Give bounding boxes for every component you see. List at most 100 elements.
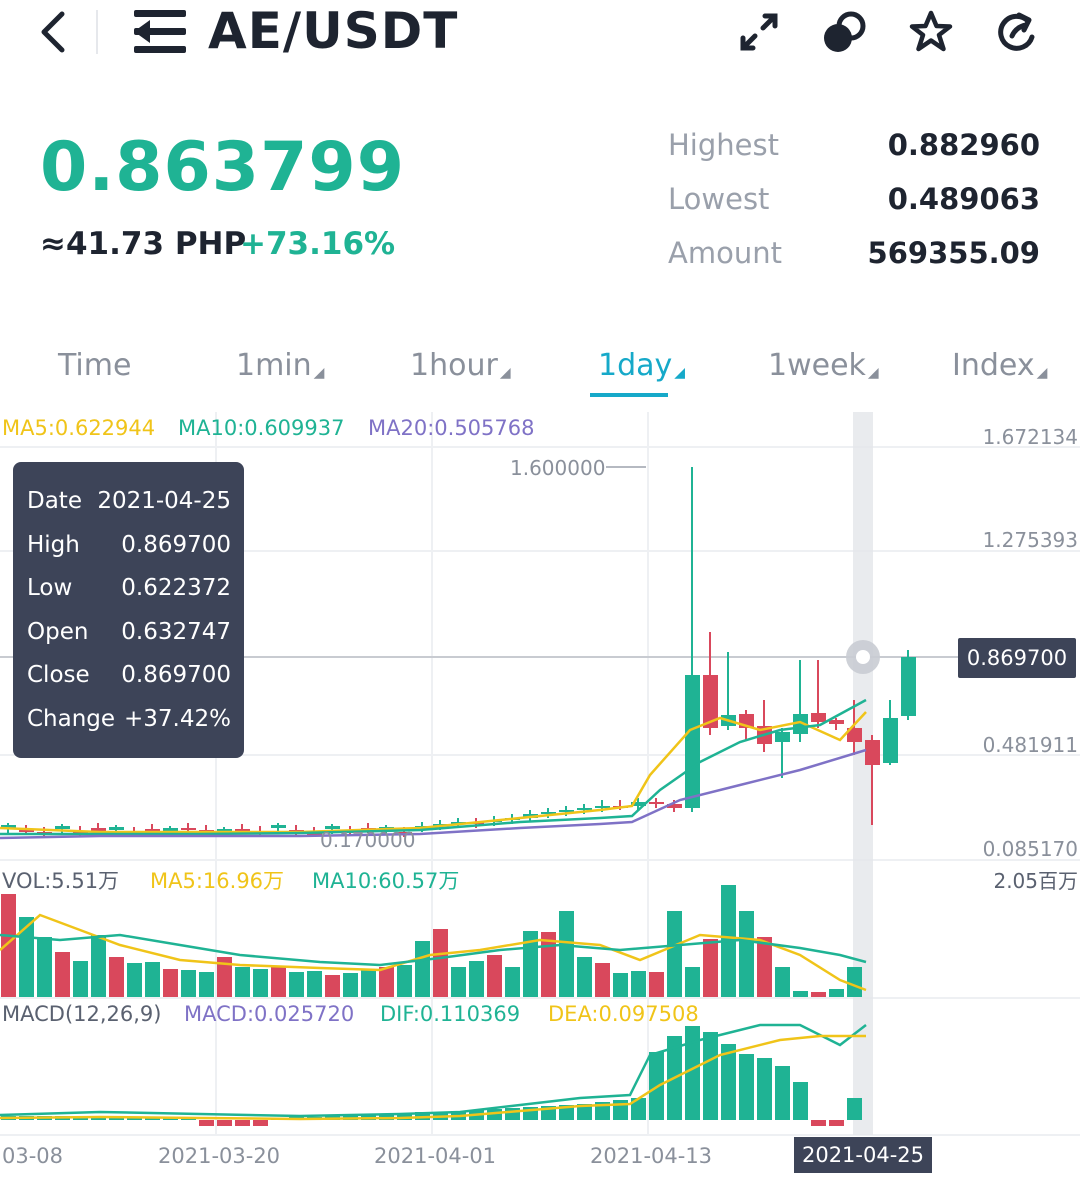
stat-value-lowest: 0.489063 — [887, 182, 1040, 216]
candle-body — [325, 826, 340, 829]
volume-bar — [667, 911, 682, 997]
stat-value-amount: 569355.09 — [867, 236, 1040, 270]
pair-menu-button[interactable] — [128, 6, 192, 58]
favorite-button[interactable] — [902, 6, 960, 58]
candle-body — [901, 657, 916, 716]
volume-bar — [757, 937, 772, 997]
candle-body — [397, 832, 412, 834]
macd-bar — [235, 1120, 250, 1126]
legend-ma20: MA20:0.505768 — [368, 416, 535, 440]
candle-body — [19, 830, 34, 832]
tab-time[interactable]: Time — [58, 348, 132, 383]
candle-body — [559, 810, 574, 812]
volume-bar — [145, 962, 160, 997]
legend-ma10: MA10:0.609937 — [178, 416, 345, 440]
volume-bar — [217, 957, 232, 997]
compare-button[interactable] — [816, 6, 874, 58]
volume-bar — [307, 971, 322, 997]
candle-body — [145, 829, 160, 832]
volume-bar — [343, 973, 358, 997]
ma-lines-layer — [0, 698, 867, 1121]
candle-body — [775, 732, 790, 742]
y-tick-3: 0.481911 — [982, 733, 1078, 757]
candle-body — [541, 812, 556, 814]
macd-bar — [793, 1082, 808, 1120]
volume-bar — [325, 975, 340, 997]
volume-bar — [811, 992, 826, 997]
y-tick-1: 1.672134 — [982, 425, 1078, 449]
macd-bar — [217, 1120, 232, 1126]
volume-bar — [19, 917, 34, 997]
volume-bar — [127, 963, 142, 997]
star-icon — [909, 10, 953, 52]
tab-index[interactable]: Index ◢ — [952, 348, 1048, 383]
macd-bar — [847, 1098, 862, 1120]
price-change: +73.16% — [240, 226, 396, 262]
macd-bar — [577, 1104, 592, 1120]
current-price-tag: 0.869700 — [958, 638, 1076, 678]
volume-bar — [559, 911, 574, 997]
x-label-1: 03-08 — [2, 1144, 64, 1168]
volume-bar — [847, 967, 862, 997]
candle-body — [667, 804, 682, 808]
low-label: 0.170000 — [320, 828, 416, 852]
ma5-line — [0, 711, 867, 834]
volume-bar — [487, 955, 502, 997]
macd-bar — [685, 1026, 700, 1120]
macd-bar — [487, 1109, 502, 1120]
back-button[interactable] — [24, 6, 82, 58]
candle-body — [883, 718, 898, 763]
stat-label-highest: Highest — [668, 128, 779, 162]
macd-bar — [829, 1120, 844, 1126]
tab-1hour[interactable]: 1hour ◢ — [410, 348, 511, 383]
macd-bar — [199, 1120, 214, 1126]
candle-body — [55, 826, 70, 829]
candle-body — [685, 675, 700, 808]
candle-body — [91, 828, 106, 831]
volume-bar — [631, 971, 646, 997]
candle-body — [829, 720, 844, 724]
kline-chart[interactable] — [0, 410, 1080, 1200]
volume-bar — [829, 989, 844, 997]
pair-title: AE/USDT — [208, 2, 459, 60]
volume-bar — [379, 967, 394, 997]
volume-bar — [505, 967, 520, 997]
tab-1min[interactable]: 1min ◢ — [236, 348, 325, 383]
macd-bar — [631, 1098, 646, 1120]
volume-bar — [91, 935, 106, 997]
candle-body — [1, 825, 16, 828]
dif-line — [0, 1023, 867, 1118]
tab-1week[interactable]: 1week ◢ — [768, 348, 879, 383]
candle-body — [649, 802, 664, 804]
macd-bar — [73, 1117, 88, 1120]
share-button[interactable] — [988, 6, 1046, 58]
candle-body — [235, 829, 250, 831]
volume-layer — [1, 885, 862, 997]
candle-body — [631, 802, 646, 806]
menu-icon — [134, 10, 186, 53]
peak-label: 1.600000 — [510, 456, 606, 480]
macd-bar — [109, 1117, 124, 1120]
macd-value: MACD:0.025720 — [184, 1002, 355, 1026]
macd-bar — [145, 1118, 160, 1120]
volume-bar — [793, 991, 808, 997]
header-divider — [96, 10, 98, 54]
macd-bar — [559, 1105, 574, 1120]
candle-body — [595, 806, 610, 808]
volume-bar — [55, 952, 70, 997]
macd-bar — [739, 1054, 754, 1120]
volume-bar — [361, 969, 376, 997]
tab-1day[interactable]: 1day ◢ — [598, 348, 686, 383]
dropdown-icon: ◢ — [499, 365, 511, 381]
candle-body — [865, 740, 880, 765]
back-icon — [41, 11, 65, 53]
candle-body — [271, 825, 286, 828]
macd-bar — [703, 1032, 718, 1120]
ma10-line — [0, 698, 867, 836]
volume-bar — [271, 967, 286, 997]
volume-bar — [181, 970, 196, 997]
volume-bar — [433, 929, 448, 997]
macd-bar — [757, 1058, 772, 1120]
dropdown-icon: ◢ — [313, 365, 325, 381]
fullscreen-button[interactable] — [730, 6, 788, 58]
